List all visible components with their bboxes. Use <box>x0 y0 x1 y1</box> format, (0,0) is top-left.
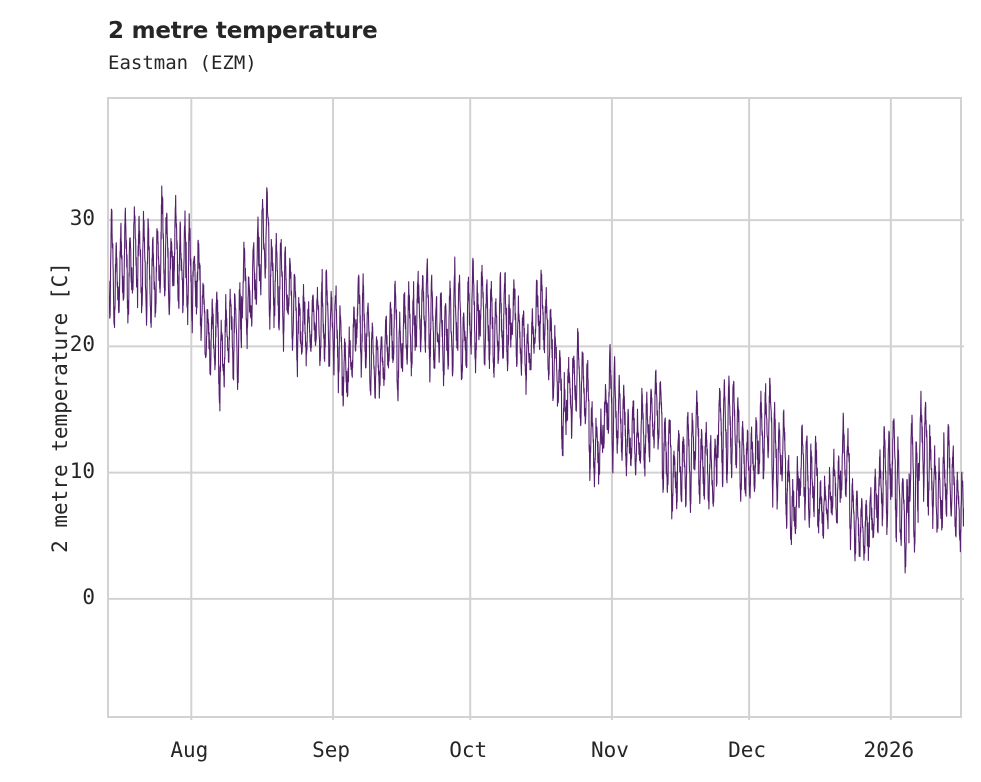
x-tick-label: Nov <box>590 738 629 762</box>
y-tick-label: 10 <box>69 458 95 483</box>
x-tick-label: Oct <box>449 738 488 762</box>
plot-area <box>107 97 964 720</box>
y-tick-label: 0 <box>82 584 95 609</box>
gridlines <box>109 99 964 720</box>
x-tick-label: Sep <box>312 738 350 762</box>
y-tick-label: 20 <box>69 332 95 357</box>
chart-subtitle: Eastman (EZM) <box>108 52 257 74</box>
y-axis-tick-labels: 0 10 20 30 <box>0 0 95 782</box>
x-tick-label: Dec <box>728 738 767 762</box>
temperature-series-line <box>109 185 964 574</box>
series-layer <box>109 185 964 574</box>
x-tick-label: Aug <box>170 738 209 762</box>
page-title: 2 metre temperature <box>108 18 378 44</box>
temperature-line-chart <box>109 99 964 720</box>
x-tick-label: 2026 <box>863 738 915 762</box>
y-tick-label: 30 <box>69 206 95 231</box>
